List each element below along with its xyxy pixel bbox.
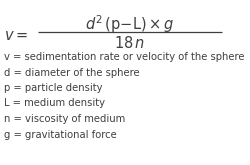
Text: g = gravitational force: g = gravitational force — [4, 130, 117, 139]
Text: p = particle density: p = particle density — [4, 83, 102, 93]
Text: $\mathit{d}^{2}\,(\mathrm{p}{-}\mathrm{L})\times \mathit{g}$: $\mathit{d}^{2}\,(\mathrm{p}{-}\mathrm{L… — [85, 13, 175, 35]
Text: $\mathit{v}=$: $\mathit{v}=$ — [4, 28, 28, 43]
Text: v = sedimentation rate or velocity of the sphere: v = sedimentation rate or velocity of th… — [4, 52, 244, 62]
Text: L = medium density: L = medium density — [4, 99, 105, 109]
Text: n = viscosity of medium: n = viscosity of medium — [4, 114, 125, 124]
Text: $18\,\mathit{n}$: $18\,\mathit{n}$ — [114, 35, 146, 51]
Text: d = diameter of the sphere: d = diameter of the sphere — [4, 67, 140, 78]
